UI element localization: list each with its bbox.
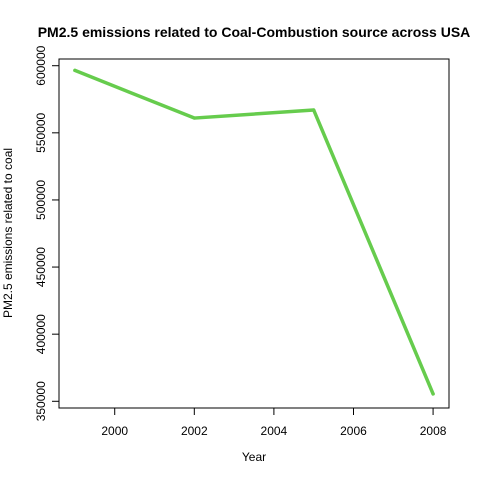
y-axis-label: PM2.5 emissions related to coal bbox=[1, 148, 15, 318]
x-axis-label: Year bbox=[242, 450, 266, 464]
series-point bbox=[193, 116, 196, 119]
x-tick-label: 2008 bbox=[420, 424, 447, 438]
y-tick-label: 450000 bbox=[34, 247, 48, 287]
y-tick-label: 400000 bbox=[34, 314, 48, 354]
x-tick-label: 2004 bbox=[261, 424, 288, 438]
chart-title: PM2.5 emissions related to Coal-Combusti… bbox=[38, 24, 471, 40]
series-point bbox=[73, 69, 76, 72]
series-point bbox=[312, 108, 315, 111]
x-tick-label: 2002 bbox=[181, 424, 208, 438]
series-point bbox=[431, 392, 434, 395]
y-tick-label: 550000 bbox=[34, 112, 48, 152]
x-tick-label: 2000 bbox=[101, 424, 128, 438]
y-tick-label: 500000 bbox=[34, 180, 48, 220]
y-tick-label: 350000 bbox=[34, 381, 48, 421]
y-tick-label: 600000 bbox=[34, 45, 48, 85]
x-tick-label: 2006 bbox=[340, 424, 367, 438]
